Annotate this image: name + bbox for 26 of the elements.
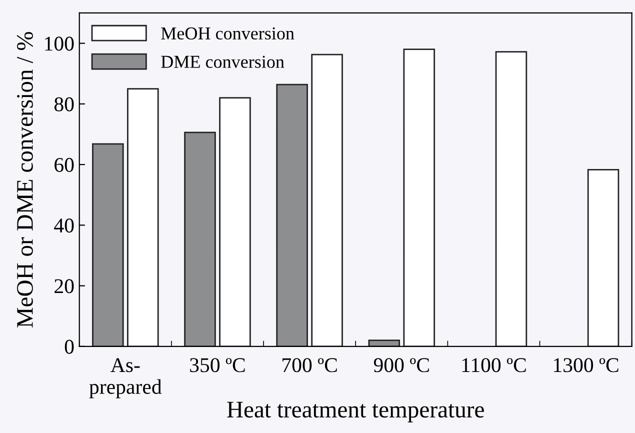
y-tick-label: 0 bbox=[64, 340, 74, 354]
x-tick-label: 350 ºC bbox=[190, 358, 245, 372]
y-tick-label: 40 bbox=[54, 218, 74, 233]
bar bbox=[184, 132, 216, 346]
x-axis-title: Heat treatment temperature bbox=[227, 402, 484, 422]
bar bbox=[495, 51, 528, 346]
x-tick-label: 1300 ºC bbox=[554, 358, 618, 372]
bar bbox=[311, 54, 343, 346]
x-tick-label: 700 ºC bbox=[282, 358, 337, 372]
legend-label: DME conversion bbox=[161, 56, 284, 68]
bar bbox=[219, 97, 251, 346]
x-tick-label: 1100 ºC bbox=[462, 358, 526, 372]
y-tick-label: 80 bbox=[54, 97, 74, 112]
bar bbox=[587, 169, 620, 346]
bar bbox=[368, 340, 400, 346]
bar bbox=[92, 143, 124, 346]
bar bbox=[127, 88, 159, 346]
legend-label: MeOH conversion bbox=[161, 27, 294, 40]
x-tick-label: As- prepared bbox=[89, 358, 162, 398]
y-tick-label: 20 bbox=[54, 279, 74, 294]
y-axis-title: MeOH or DME conversion / % bbox=[16, 32, 33, 328]
x-tick-label: 900 ºC bbox=[374, 358, 429, 372]
y-tick-label: 60 bbox=[54, 158, 74, 172]
y-tick-label: 100 bbox=[45, 36, 74, 51]
bar bbox=[276, 84, 308, 346]
bar bbox=[403, 48, 436, 346]
